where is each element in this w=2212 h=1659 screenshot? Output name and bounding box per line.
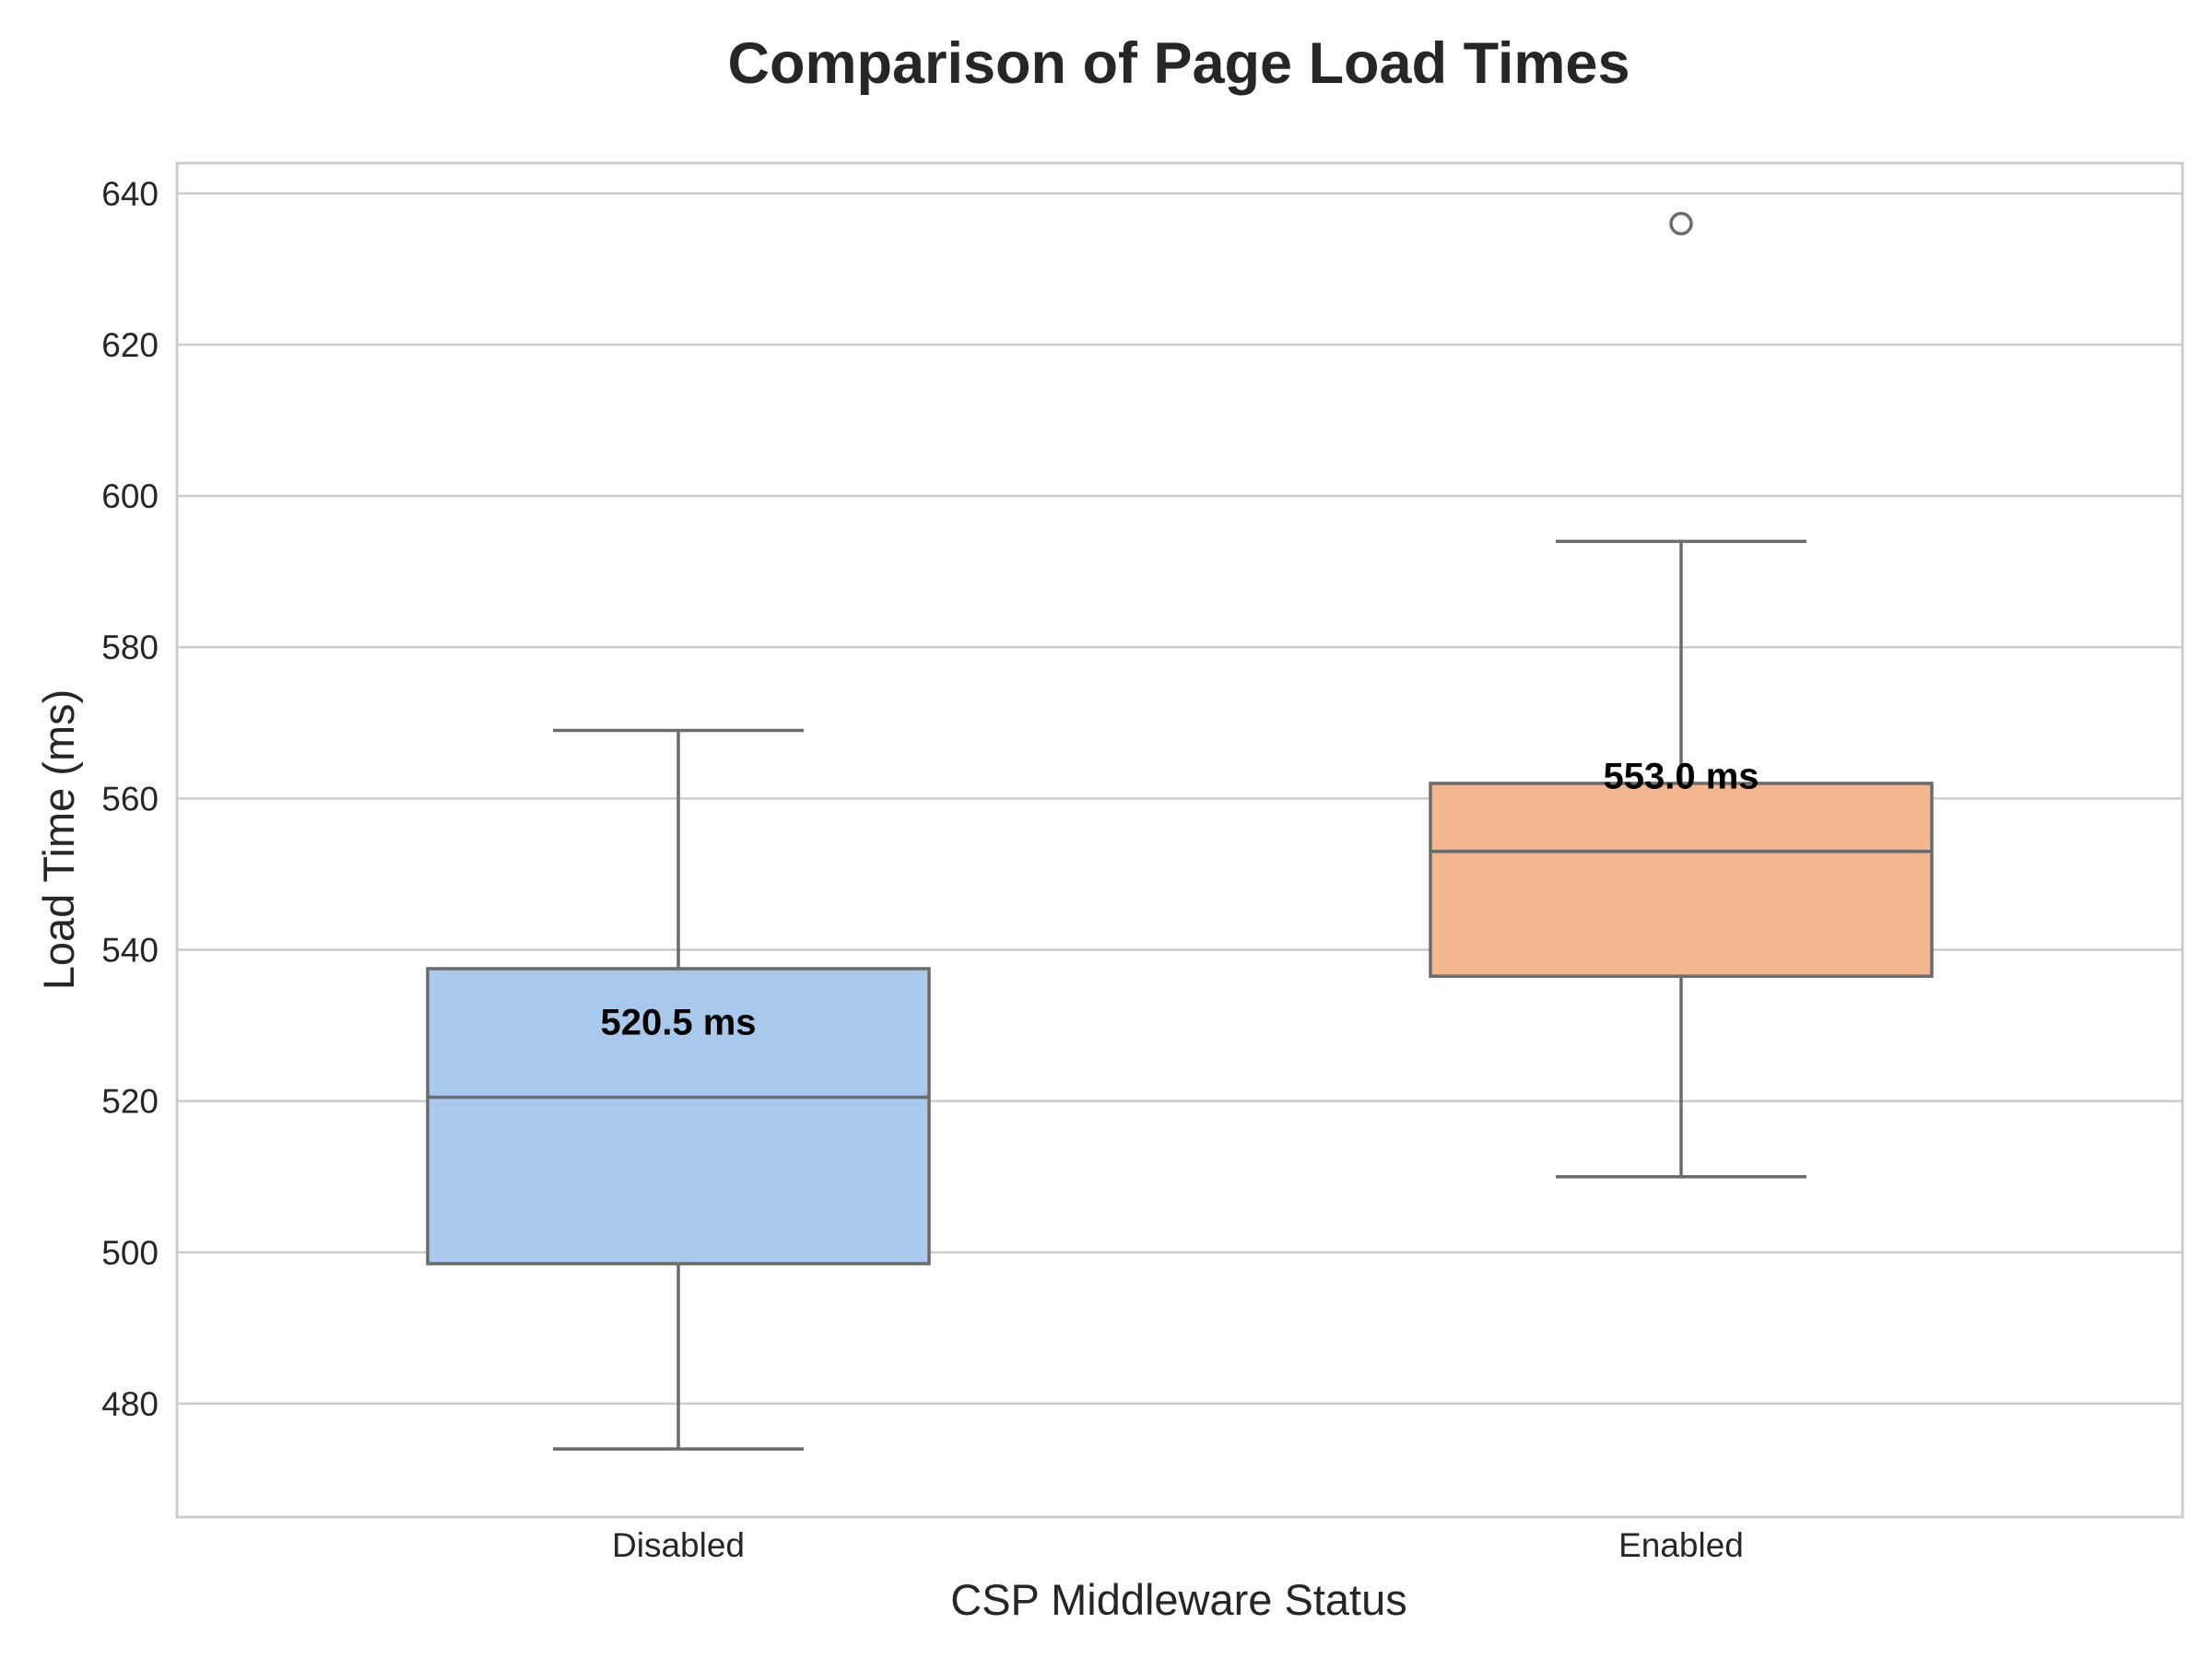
iqr-box xyxy=(426,967,931,1265)
x-axis-label: CSP Middleware Status xyxy=(950,1575,1406,1624)
y-tick-label: 600 xyxy=(101,477,159,515)
chart-title: Comparison of Page Load Times xyxy=(727,31,1630,96)
box-series: 520.5 ms 553.0 ms xyxy=(426,211,1934,1451)
plot-frame xyxy=(175,161,2184,1519)
y-tick-label: 580 xyxy=(101,629,159,666)
x-tick-label: Disabled xyxy=(612,1526,745,1564)
y-axis-label: Load Time (ms) xyxy=(34,689,83,990)
y-tick-label: 620 xyxy=(101,326,159,364)
median-label: 520.5 ms xyxy=(600,1002,756,1042)
median-label: 553.0 ms xyxy=(1603,757,1759,797)
box-group: 520.5 ms xyxy=(426,728,931,1451)
iqr-box xyxy=(1429,782,1934,978)
y-tick-label: 640 xyxy=(101,175,159,213)
x-tick-labels: Disabled Enabled xyxy=(612,1526,1744,1564)
y-tick-label: 560 xyxy=(101,780,159,818)
x-tick-label: Enabled xyxy=(1618,1526,1744,1564)
y-tick-label: 500 xyxy=(101,1234,159,1272)
box-group: 553.0 ms xyxy=(1429,211,1934,1179)
y-tick-label: 480 xyxy=(101,1385,159,1423)
y-tick-labels: 480 500 520 540 560 580 600 620 640 xyxy=(101,175,159,1423)
y-tick-label: 540 xyxy=(101,931,159,969)
y-tick-label: 520 xyxy=(101,1083,159,1121)
outlier-point xyxy=(1669,211,1693,236)
